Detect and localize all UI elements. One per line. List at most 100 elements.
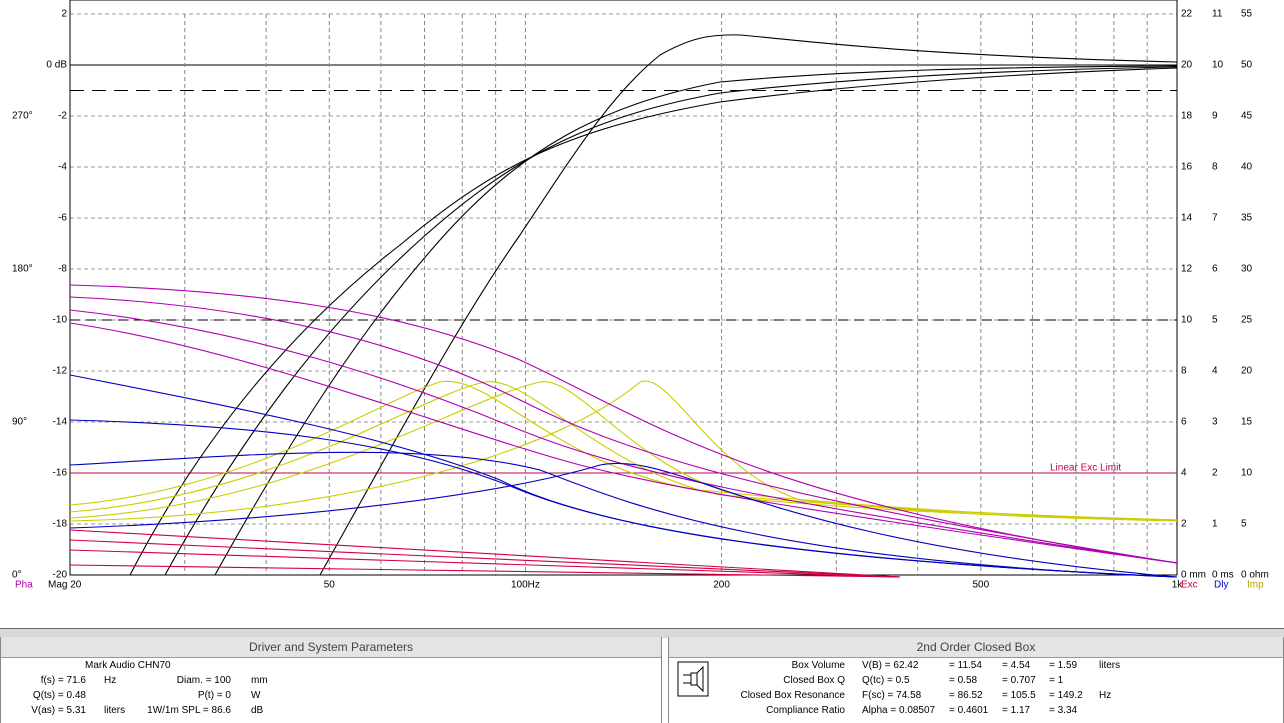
box-param: = 1.17 <box>1002 705 1031 716</box>
panel-title: 2nd Order Closed Box <box>669 637 1283 658</box>
plot-frame <box>69 0 1178 576</box>
x-tick-label: 500 <box>973 580 990 591</box>
y-tick-label: -10 <box>53 315 68 326</box>
y-tick-label: 0 dB <box>46 60 67 71</box>
curves <box>69 34 1178 578</box>
right-tick-label: 8 <box>1181 366 1187 377</box>
phase-label: 90° <box>12 417 27 428</box>
driver-param: W <box>251 690 261 701</box>
box-param: Box Volume <box>791 660 845 671</box>
driver-param: Hz <box>104 675 117 686</box>
right-tick-label: 9 <box>1212 111 1218 122</box>
box-panel: 2nd Order Closed Box Box Volume V(B) = 62… <box>668 637 1284 723</box>
right-tick-label: 55 <box>1241 9 1253 20</box>
phase-label: 180° <box>12 264 33 275</box>
right-tick-label: 3 <box>1212 417 1218 428</box>
x-tick-label: 50 <box>324 580 336 591</box>
box-param: Closed Box Q <box>783 675 845 686</box>
right-tick-label: 4 <box>1181 468 1187 479</box>
footer-1: Dly <box>1214 580 1228 591</box>
driver-param: P(t) = 0 <box>197 690 231 701</box>
right-tick-label: 22 <box>1181 9 1193 20</box>
phase-label: 0° <box>12 570 22 581</box>
right-tick-label: 10 <box>1241 468 1253 479</box>
box-icon <box>677 661 709 697</box>
y-tick-label: 2 <box>61 9 67 20</box>
box-param: Compliance Ratio <box>766 705 845 716</box>
box-param: Hz <box>1099 690 1112 701</box>
right-tick-label: 20 <box>1241 366 1253 377</box>
x-tick-label: 200 <box>713 580 730 591</box>
footer-0: Exc <box>1181 580 1198 591</box>
box-param: = 1 <box>1049 675 1064 686</box>
driver-model: Mark Audio CHN70 <box>85 660 171 671</box>
limit-label: Linear Exc Limit <box>1050 463 1121 474</box>
right-tick-label: 25 <box>1241 315 1253 326</box>
box-param: = 0.4601 <box>949 705 989 716</box>
box-param: Q(tc) = 0.5 <box>862 675 910 686</box>
driver-param: 1W/1m SPL = 86.6 <box>147 705 231 716</box>
box-param: = 0.707 <box>1002 675 1036 686</box>
plot: Linear Exc Limit 2 0 dB -2 -4 -6 -8 -10 -12 -14 -1… <box>12 0 1269 591</box>
right-tick-label: 15 <box>1241 417 1253 428</box>
right-tick-label: 30 <box>1241 264 1253 275</box>
right-tick-label: 6 <box>1181 417 1187 428</box>
right-tick-label: 20 <box>1181 60 1193 71</box>
box-param: = 11.54 <box>949 660 982 671</box>
box-param: = 1.59 <box>1049 660 1078 671</box>
driver-param: V(as) = 5.31 <box>31 705 86 716</box>
box-param: V(B) = 62.42 <box>862 660 919 671</box>
right-tick-label: 6 <box>1212 264 1218 275</box>
right-tick-label: 0 ohm <box>1241 570 1269 581</box>
driver-param: liters <box>104 705 126 716</box>
driver-param: dB <box>251 705 264 716</box>
x-tick-label: 100Hz <box>511 580 540 591</box>
y-tick-label: -2 <box>58 111 67 122</box>
footer-pha: Pha <box>15 580 33 591</box>
box-param: Alpha = 0.08507 <box>862 705 936 716</box>
right-tick-label: 5 <box>1241 519 1247 530</box>
right-tick-label: 18 <box>1181 111 1193 122</box>
y-tick-label: -18 <box>53 519 68 530</box>
y-tick-label: -12 <box>53 366 68 377</box>
right-tick-label: 50 <box>1241 60 1253 71</box>
y-tick-label: -4 <box>58 162 67 173</box>
grid: Linear Exc Limit 2 0 dB -2 -4 -6 -8 -10 -12 -14 -1… <box>12 0 1269 591</box>
box-param: liters <box>1099 660 1121 671</box>
right-tick-label: 2 <box>1181 519 1187 530</box>
right-tick-label: 14 <box>1181 213 1193 224</box>
phase-label: 270° <box>12 111 33 122</box>
right-tick-label: 0 mm <box>1181 570 1206 581</box>
right-tick-label: 0 ms <box>1212 570 1234 581</box>
y-tick-label: -14 <box>53 417 68 428</box>
right-tick-label: 40 <box>1241 162 1253 173</box>
right-tick-label: 35 <box>1241 213 1253 224</box>
right-tick-label: 4 <box>1212 366 1218 377</box>
right-tick-label: 7 <box>1212 213 1218 224</box>
right-tick-label: 2 <box>1212 468 1218 479</box>
box-param: = 86.52 <box>949 690 983 701</box>
driver-param: Diam. = 100 <box>176 675 231 686</box>
right-tick-label: 1 <box>1212 519 1218 530</box>
box-param: = 105.5 <box>1002 690 1036 701</box>
y-tick-label: -8 <box>58 264 67 275</box>
driver-param: Q(ts) = 0.48 <box>32 690 86 701</box>
right-tick-label: 16 <box>1181 162 1193 173</box>
separator <box>0 628 1284 638</box>
panel-title: Driver and System Parameters <box>1 637 661 658</box>
right-tick-label: 10 <box>1181 315 1193 326</box>
driver-param: f(s) = 71.6 <box>40 675 86 686</box>
right-tick-label: 11 <box>1212 9 1223 20</box>
right-tick-label: 12 <box>1181 264 1193 275</box>
right-tick-label: 10 <box>1212 60 1224 71</box>
x-tick-label: 1k <box>1172 580 1184 591</box>
box-param: = 3.34 <box>1049 705 1078 716</box>
footer-mag: Mag 20 <box>48 580 82 591</box>
y-tick-label: -16 <box>53 468 68 479</box>
right-tick-label: 5 <box>1212 315 1218 326</box>
box-param: = 0.58 <box>949 675 978 686</box>
box-param: = 4.54 <box>1002 660 1031 671</box>
driver-panel: Driver and System Parameters Mark Audio … <box>0 637 662 723</box>
y-tick-label: -6 <box>58 213 67 224</box>
